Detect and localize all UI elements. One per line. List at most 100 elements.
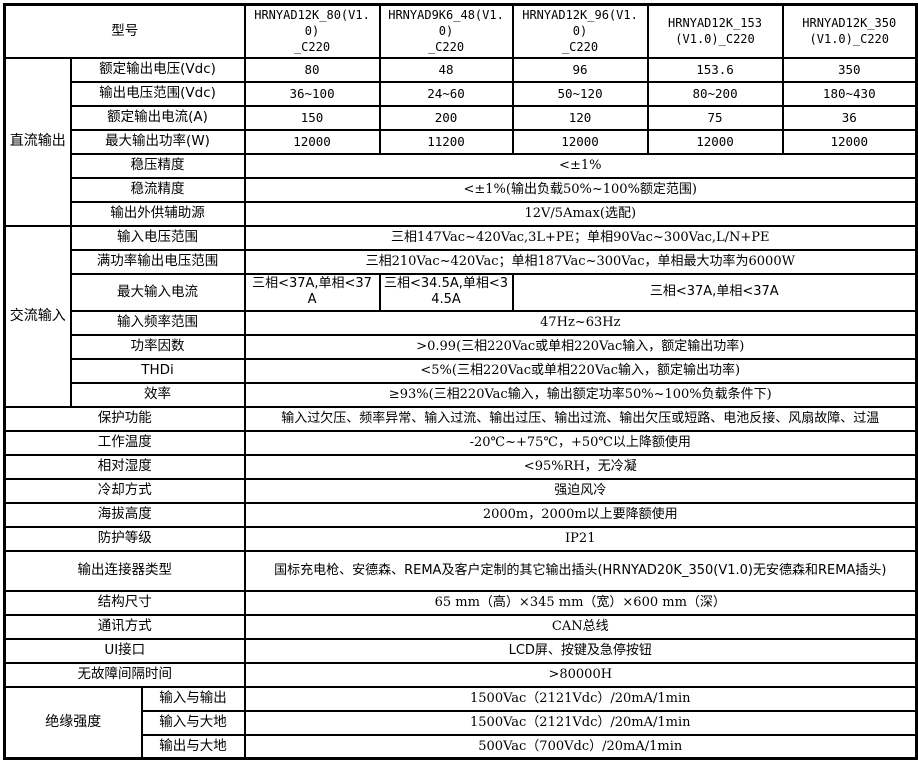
row-max-power: 最大输出功率(W) 12000 11200 12000 12000 12000 <box>5 128 918 155</box>
model-5-line1: HRNYAD12K_350 <box>802 16 897 31</box>
row-mtbf: 无故障间隔时间 >80000H <box>3 661 918 688</box>
row-connector-type: 输出连接器类型 国标充电枪、安德森、REMA及客户定制的其它输出插头(HRNYA… <box>3 549 918 592</box>
row-ui-interface: UI接口 LCD屏、按键及急停按钮 <box>3 637 918 664</box>
max-power-value-1: 12000 <box>243 128 381 155</box>
rated-voltage-value-1: 80 <box>243 56 381 83</box>
max-input-current-label: 最大输入电流 <box>69 272 246 312</box>
row-humidity: 相对湿度 <95%RH，无冷凝 <box>3 453 918 480</box>
row-voltage-range: 输出电压范围(Vdc) 36~100 24~60 50~120 80~200 1… <box>5 80 918 107</box>
cooling-value: 强迫风冷 <box>243 477 918 504</box>
mtbf-label: 无故障间隔时间 <box>3 661 246 688</box>
voltage-range-value-5: 180~430 <box>781 80 918 107</box>
model-name-5: HRNYAD12K_350 (V1.0)_C220 <box>781 3 918 59</box>
operating-temp-value: -20℃~+75℃，+50℃以上降额使用 <box>243 429 918 456</box>
current-accuracy-value: <±1%(输出负载50%~100%额定范围) <box>243 176 918 203</box>
protection-label: 保护功能 <box>3 405 246 432</box>
model-5-line2: (V1.0)_C220 <box>809 32 889 47</box>
voltage-range-value-2: 24~60 <box>378 80 514 107</box>
row-aux-source: 输出外供辅助源 12V/5Amax(选配) <box>5 200 918 227</box>
row-frequency-range: 输入频率范围 47Hz~63Hz <box>5 309 918 336</box>
row-efficiency: 效率 ≥93%(三相220Vac输入，输出额定功率50%~100%负载条件下) <box>5 381 918 408</box>
communication-label: 通讯方式 <box>3 613 246 640</box>
voltage-accuracy-label: 稳压精度 <box>69 152 246 179</box>
row-output-to-ground: 输出与大地 500Vac（700Vdc）/20mA/1min <box>5 733 918 760</box>
power-factor-label: 功率因数 <box>69 333 246 360</box>
rated-voltage-value-5: 350 <box>781 56 918 83</box>
model-name-3: HRNYAD12K_96(V1.0) _C220 <box>511 3 649 59</box>
input-to-output-value: 1500Vac（2121Vdc）/20mA/1min <box>243 685 918 712</box>
max-input-current-value-models3to5: 三相<37A,单相<37A <box>511 272 918 312</box>
communication-value: CAN总线 <box>243 613 918 640</box>
output-to-ground-label: 输出与大地 <box>140 733 246 760</box>
aux-source-label: 输出外供辅助源 <box>69 200 246 227</box>
frequency-range-value: 47Hz~63Hz <box>243 309 918 336</box>
row-rated-current: 额定输出电流(A) 150 200 120 75 36 <box>5 104 918 131</box>
max-input-current-value-model1: 三相<37A,单相<37A <box>243 272 381 312</box>
model-4-line2: (V1.0)_C220 <box>675 32 755 47</box>
current-accuracy-label: 稳流精度 <box>69 176 246 203</box>
thdi-label: THDi <box>69 357 246 384</box>
altitude-value: 2000m，2000m以上要降额使用 <box>243 501 918 528</box>
voltage-accuracy-value: <±1% <box>243 152 918 179</box>
connector-type-label: 输出连接器类型 <box>3 549 246 592</box>
model-name-1: HRNYAD12K_80(V1.0) _C220 <box>243 3 381 59</box>
row-operating-temp: 工作温度 -20℃~+75℃，+50℃以上降额使用 <box>3 429 918 456</box>
row-full-power-voltage-range: 满功率输出电压范围 三相210Vac~420Vac；单相187Vac~300Va… <box>5 248 918 275</box>
max-power-value-4: 12000 <box>646 128 784 155</box>
full-power-voltage-range-value: 三相210Vac~420Vac；单相187Vac~300Vac，单相最大功率为6… <box>243 248 918 275</box>
input-to-ground-label: 输入与大地 <box>140 709 246 736</box>
row-input-voltage-range: 交流输入 输入电压范围 三相147Vac~420Vac,3L+PE；单相90Va… <box>3 224 918 408</box>
spec-table: 型号 HRNYAD12K_80(V1.0) _C220 HRNYAD9K6_48(… <box>3 3 918 760</box>
max-input-current-value-model2: 三相<34.5A,单相<34.5A <box>378 272 514 312</box>
model-3-line2: _C220 <box>561 40 599 55</box>
row-cooling: 冷却方式 强迫风冷 <box>3 477 918 504</box>
row-voltage-accuracy: 稳压精度 <±1% <box>5 152 918 179</box>
voltage-range-label: 输出电压范围(Vdc) <box>69 80 246 107</box>
dimensions-label: 结构尺寸 <box>3 589 246 616</box>
max-power-label: 最大输出功率(W) <box>69 128 246 155</box>
full-power-voltage-range-label: 满功率输出电压范围 <box>69 248 246 275</box>
efficiency-label: 效率 <box>69 381 246 408</box>
protection-value: 输入过欠压、频率异常、输入过流、输出过压、输出过流、输出欠压或短路、电池反接、风… <box>243 405 918 432</box>
row-thdi: THDi <5%(三相220Vac或单相220Vac输入，额定输出功率) <box>5 357 918 384</box>
humidity-value: <95%RH，无冷凝 <box>243 453 918 480</box>
row-current-accuracy: 稳流精度 <±1%(输出负载50%~100%额定范围) <box>5 176 918 203</box>
row-input-to-ground: 输入与大地 1500Vac（2121Vdc）/20mA/1min <box>5 709 918 736</box>
rated-current-value-4: 75 <box>646 104 784 131</box>
row-ip-rating: 防护等级 IP21 <box>3 525 918 552</box>
model-name-2: HRNYAD9K6_48(V1.0) _C220 <box>378 3 514 59</box>
model-1-line1: HRNYAD12K_80(V1.0) <box>254 8 370 39</box>
model-2-line2: _C220 <box>427 40 465 55</box>
voltage-range-value-3: 50~120 <box>511 80 649 107</box>
input-voltage-range-value: 三相147Vac~420Vac,3L+PE；单相90Vac~300Vac,L/N… <box>243 224 918 251</box>
output-to-ground-value: 500Vac（700Vdc）/20mA/1min <box>243 733 918 760</box>
row-power-factor: 功率因数 >0.99(三相220Vac或单相220Vac输入，额定输出功率) <box>5 333 918 360</box>
row-input-to-output: 绝缘强度 输入与输出 1500Vac（2121Vdc）/20mA/1min <box>3 685 918 760</box>
rated-current-value-3: 120 <box>511 104 649 131</box>
thdi-value: <5%(三相220Vac或单相220Vac输入，额定输出功率) <box>243 357 918 384</box>
ui-interface-value: LCD屏、按键及急停按钮 <box>243 637 918 664</box>
model-3-line1: HRNYAD12K_96(V1.0) <box>522 8 638 39</box>
model-4-line1: HRNYAD12K_153 <box>668 16 762 31</box>
ip-rating-value: IP21 <box>243 525 918 552</box>
efficiency-value: ≥93%(三相220Vac输入，输出额定功率50%~100%负载条件下) <box>243 381 918 408</box>
mtbf-value: >80000H <box>243 661 918 688</box>
row-communication: 通讯方式 CAN总线 <box>3 613 918 640</box>
voltage-range-value-4: 80~200 <box>646 80 784 107</box>
ip-rating-label: 防护等级 <box>3 525 246 552</box>
operating-temp-label: 工作温度 <box>3 429 246 456</box>
row-max-input-current: 最大输入电流 三相<37A,单相<37A 三相<34.5A,单相<34.5A 三… <box>5 272 918 312</box>
row-dimensions: 结构尺寸 65 mm（高）×345 mm（宽）×600 mm（深） <box>3 589 918 616</box>
altitude-label: 海拔高度 <box>3 501 246 528</box>
rated-voltage-label: 额定输出电压(Vdc) <box>69 56 246 83</box>
max-power-value-5: 12000 <box>781 128 918 155</box>
humidity-label: 相对湿度 <box>3 453 246 480</box>
max-power-value-3: 12000 <box>511 128 649 155</box>
ui-interface-label: UI接口 <box>3 637 246 664</box>
section-insulation-label: 绝缘强度 <box>3 685 143 760</box>
power-factor-value: >0.99(三相220Vac或单相220Vac输入，额定输出功率) <box>243 333 918 360</box>
rated-current-value-1: 150 <box>243 104 381 131</box>
aux-source-value: 12V/5Amax(选配) <box>243 200 918 227</box>
row-protection: 保护功能 输入过欠压、频率异常、输入过流、输出过压、输出过流、输出欠压或短路、电… <box>3 405 918 432</box>
section-ac-input-label: 交流输入 <box>3 224 72 408</box>
